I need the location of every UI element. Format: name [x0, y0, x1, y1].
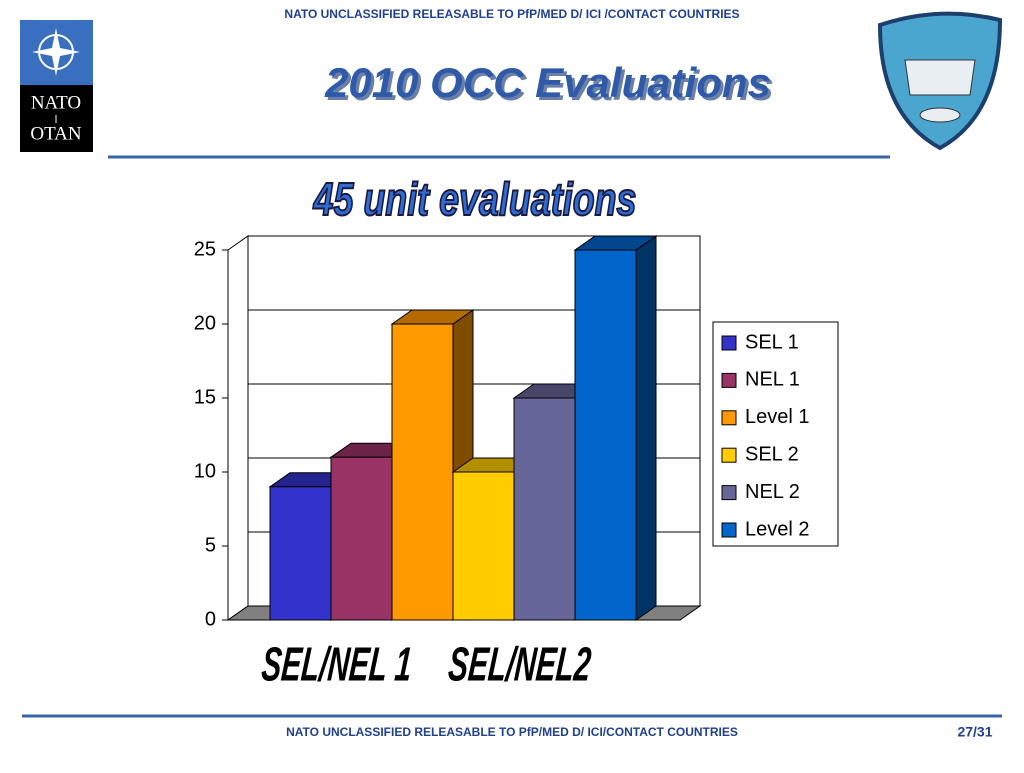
nato-logo: NATO OTAN	[20, 20, 93, 152]
legend-swatch	[721, 335, 737, 351]
legend-label: Level 2	[745, 518, 810, 540]
bar	[513, 397, 576, 621]
shield	[877, 11, 1003, 151]
y-tick-label: 20	[194, 312, 216, 334]
y-tick-label: 5	[205, 534, 216, 556]
logo-nato: NATO	[31, 92, 81, 113]
shield-wings	[919, 107, 961, 123]
footer: NATO UNCLASSIFIED RELEASABLE TO PfP/MED …	[286, 725, 738, 739]
header: NATO UNCLASSIFIED RELEASABLE TO PfP/MED …	[284, 7, 739, 21]
bar	[269, 486, 332, 621]
y-tick-label: 10	[194, 460, 216, 482]
legend-label: Level 1	[745, 406, 810, 428]
bar	[452, 471, 515, 621]
title: 2010 OCC Evaluations	[324, 59, 771, 106]
bar	[391, 323, 454, 621]
side-wall	[227, 235, 249, 621]
legend-label: SEL 2	[745, 443, 799, 465]
x-tick-label: SEL/NEL 1	[260, 639, 414, 692]
y-tick-label: 25	[194, 238, 216, 260]
legend-swatch	[721, 522, 737, 538]
bar	[574, 249, 637, 621]
legend-swatch	[721, 447, 737, 463]
legend-swatch	[721, 410, 737, 426]
legend-swatch	[721, 372, 737, 388]
legend-label: NEL 2	[745, 481, 800, 503]
logo-otan: OTAN	[30, 123, 82, 144]
legend-swatch	[721, 485, 737, 501]
chart-title: 45 unit evaluations	[313, 174, 637, 225]
chart: 0 5 10 15 20 25 SEL/NEL 1 SEL/NEL2 SEL 1 NEL 1 Lev…	[194, 235, 839, 692]
shield-lion	[904, 59, 976, 96]
bar	[330, 456, 393, 621]
legend-box	[712, 321, 839, 547]
logo-star	[32, 28, 80, 76]
y-tick-label: 15	[194, 386, 216, 408]
y-tick-label: 0	[205, 608, 216, 630]
page-number: 27/31	[957, 724, 992, 740]
x-tick-label: SEL/NEL2	[446, 639, 593, 692]
legend-label: SEL 1	[745, 331, 799, 353]
legend-label: NEL 1	[745, 369, 800, 391]
bar-side	[635, 235, 657, 621]
title-shadow: 2010 OCC Evaluations	[327, 62, 774, 109]
